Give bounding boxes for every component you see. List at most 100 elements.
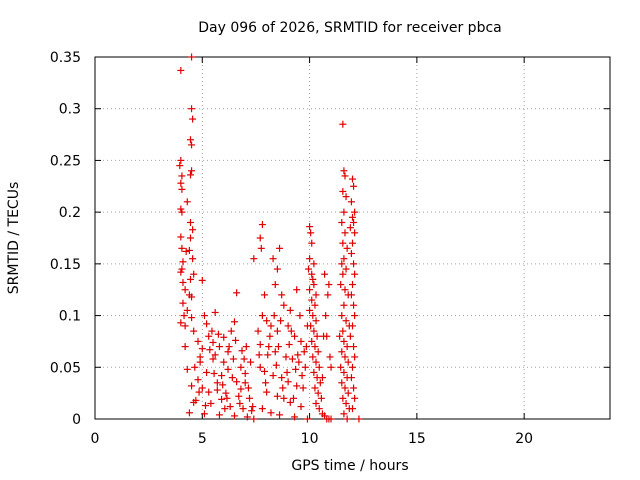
data-point: [232, 336, 240, 344]
data-point: [349, 405, 356, 413]
data-point: [215, 411, 223, 419]
data-point: [233, 378, 241, 386]
data-point: [223, 394, 231, 402]
data-point: [321, 270, 329, 278]
y-tick-label: 0.3: [59, 102, 81, 118]
y-tick-label: 0.15: [50, 257, 81, 273]
data-point: [306, 306, 314, 314]
data-point: [284, 378, 292, 386]
data-point: [229, 355, 237, 363]
data-point: [292, 365, 300, 373]
data-point: [189, 255, 197, 263]
data-point: [349, 281, 356, 289]
data-point: [351, 394, 359, 402]
data-point: [262, 379, 270, 387]
data-point: [311, 343, 319, 351]
data-point: [188, 105, 196, 113]
data-point: [177, 268, 185, 276]
data-point: [351, 208, 359, 216]
data-point: [273, 265, 281, 273]
data-point: [339, 270, 347, 278]
data-point: [350, 384, 358, 392]
data-point: [284, 322, 292, 330]
data-point: [214, 330, 222, 338]
data-point: [315, 405, 323, 413]
data-point: [186, 218, 194, 226]
data-point: [302, 343, 310, 351]
data-point: [273, 327, 281, 335]
x-tick-label: 0: [91, 431, 100, 447]
data-point: [273, 392, 281, 400]
data-point: [190, 327, 198, 335]
data-point: [188, 141, 196, 149]
data-point: [312, 317, 320, 325]
data-point: [177, 66, 185, 74]
data-point: [308, 270, 316, 278]
y-axis-title: SRMTID / TECUs: [6, 182, 22, 295]
data-point: [303, 415, 311, 423]
data-point: [200, 312, 208, 320]
data-point: [355, 415, 363, 423]
data-point: [203, 368, 211, 376]
data-point: [256, 341, 264, 349]
data-point: [343, 415, 351, 423]
data-point: [339, 394, 347, 402]
data-point: [207, 399, 215, 407]
data-point: [211, 308, 219, 316]
data-point: [278, 291, 286, 299]
data-point: [246, 394, 253, 402]
data-point: [308, 337, 316, 345]
data-point: [181, 322, 189, 330]
data-point: [310, 281, 318, 289]
data-point: [343, 343, 351, 351]
grid-lines: [95, 57, 610, 419]
data-point: [340, 337, 348, 345]
data-point: [277, 317, 285, 325]
data-point: [347, 198, 355, 206]
data-point: [269, 372, 277, 380]
data-point: [340, 301, 348, 309]
y-tick-label: 0.2: [59, 205, 81, 221]
data-point: [295, 358, 303, 366]
data-point: [249, 403, 257, 411]
x-tick-label: 15: [408, 431, 426, 447]
data-point: [230, 318, 238, 326]
data-point: [255, 351, 263, 359]
data-point: [342, 193, 350, 201]
data-point: [272, 361, 280, 369]
data-point: [247, 358, 255, 366]
data-point: [340, 208, 348, 216]
data-point: [293, 382, 301, 390]
data-point: [347, 250, 355, 258]
data-point: [186, 136, 194, 144]
data-point: [307, 229, 315, 237]
data-point: [324, 291, 332, 299]
data-point: [351, 270, 359, 278]
data-point: [241, 369, 249, 377]
x-tick-label: 20: [515, 431, 533, 447]
data-point: [338, 312, 346, 320]
data-point: [269, 255, 277, 263]
data-point: [264, 351, 272, 359]
data-point: [338, 218, 346, 226]
data-point: [297, 403, 305, 411]
data-point: [325, 281, 333, 289]
data-point: [339, 239, 347, 247]
data-point: [209, 338, 217, 346]
data-point: [308, 239, 316, 247]
data-point: [317, 394, 325, 402]
data-point: [240, 355, 248, 363]
y-tick-label: 0.1: [59, 309, 81, 325]
data-point: [336, 332, 344, 340]
data-point: [183, 365, 191, 373]
data-point: [339, 120, 347, 128]
data-point: [266, 332, 274, 340]
data-point: [309, 312, 317, 320]
data-point: [270, 312, 278, 320]
data-point: [203, 320, 211, 328]
data-point: [181, 343, 189, 351]
data-point: [257, 244, 265, 252]
data-point: [313, 332, 321, 340]
data-point: [341, 384, 349, 392]
